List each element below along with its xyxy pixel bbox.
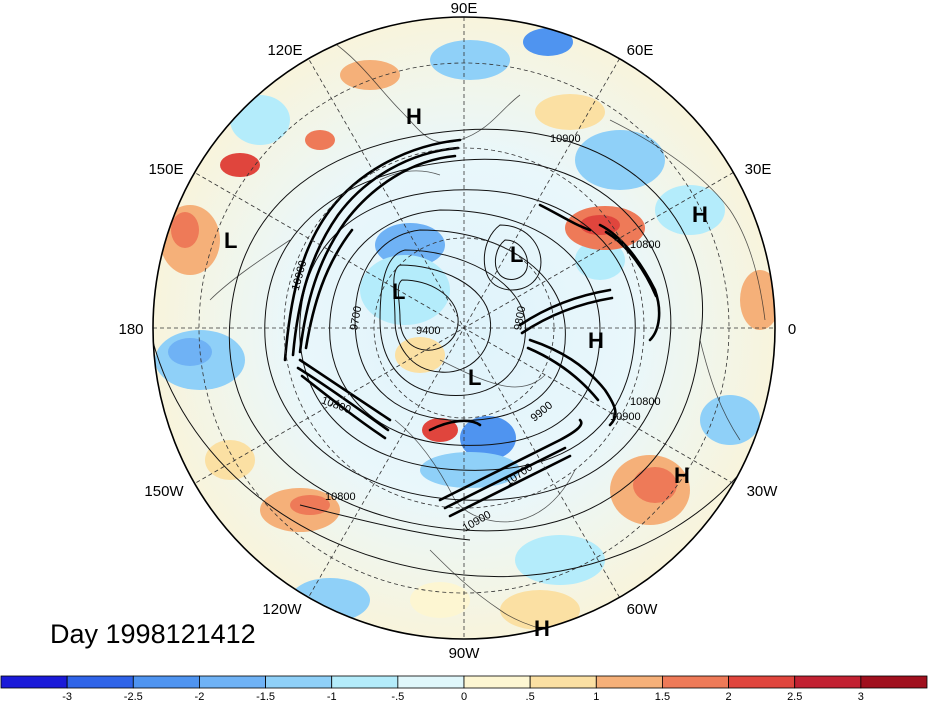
high-pressure-marker: H <box>534 616 550 641</box>
colorbar-swatch <box>132 675 200 689</box>
colorbar-swatch <box>0 675 68 689</box>
lon-label-120e: 120E <box>267 42 302 59</box>
colorbar-swatch <box>529 675 597 689</box>
colorbar-tick-label: .5 <box>526 691 535 702</box>
colorbar-swatch <box>265 675 333 689</box>
map-boundary <box>152 16 776 640</box>
lon-label-180: 180 <box>118 321 143 338</box>
contour-label: 10800 <box>325 491 356 503</box>
map-title: Day 1998121412 <box>50 619 256 649</box>
colorbar-tick-label: -1.5 <box>256 691 275 702</box>
lon-label-0: 0 <box>788 321 796 338</box>
colorbar-tick-label: 2 <box>726 691 732 702</box>
lon-label-150w: 150W <box>144 483 184 500</box>
lon-label-60e: 60E <box>627 42 654 59</box>
contour-label: 10800 <box>630 396 661 408</box>
high-pressure-marker: H <box>588 328 604 353</box>
colorbar-swatch <box>595 675 663 689</box>
anomaly-shading <box>153 17 775 639</box>
jet-stream-contours <box>283 138 661 518</box>
high-pressure-marker: H <box>406 104 422 129</box>
graticule <box>153 17 775 639</box>
colorbar-swatch <box>66 675 134 689</box>
pressure-centers: H H H H H L L L L <box>224 104 708 641</box>
colorbar-swatch <box>331 675 399 689</box>
colorbar-swatch <box>662 675 729 689</box>
colorbar-tick-label: -3 <box>62 691 72 702</box>
colorbar-tick-label: -.5 <box>391 691 404 702</box>
colorbar-tick-label: 2.5 <box>787 691 802 702</box>
colorbar-swatch <box>397 675 465 689</box>
contour-label: 10900 <box>550 133 581 145</box>
lon-label-120w: 120W <box>262 601 302 618</box>
colorbar-tick-label: 0 <box>461 691 467 702</box>
colorbar-swatch <box>199 675 266 689</box>
lon-label-150e: 150E <box>148 161 183 178</box>
lon-label-30w: 30W <box>747 483 779 500</box>
colorbar: -3 -2.5 -2 -1.5 -1 -.5 0 .5 1 1.5 2 2.5 3 <box>0 675 928 702</box>
low-pressure-marker: L <box>468 365 481 390</box>
lon-label-90e: 90E <box>451 0 478 17</box>
contour-label: 9700 <box>348 305 364 331</box>
longitude-labels: 90E 60E 30E 0 30W 60W 90W 120W 150W 180 … <box>118 0 796 662</box>
contour-label: 10900 <box>610 411 641 423</box>
colorbar-tick-label: -2 <box>195 691 205 702</box>
contour-label: 9800 <box>512 305 528 331</box>
low-pressure-marker: L <box>224 228 237 253</box>
colorbar-tick-label: -2.5 <box>124 691 143 702</box>
lon-label-60w: 60W <box>627 601 659 618</box>
contour-label: 10800 <box>630 239 661 251</box>
high-pressure-marker: H <box>692 202 708 227</box>
lon-label-30e: 30E <box>745 161 772 178</box>
colorbar-swatch <box>728 675 796 689</box>
colorbar-tick-label: 1 <box>593 691 599 702</box>
colorbar-swatch <box>860 675 928 689</box>
low-pressure-marker: L <box>392 279 405 304</box>
colorbar-tick-label: 1.5 <box>655 691 670 702</box>
lon-label-90w: 90W <box>449 645 481 662</box>
colorbar-swatch <box>794 675 862 689</box>
colorbar-tick-label: 3 <box>858 691 864 702</box>
colorbar-tick-label: -1 <box>327 691 337 702</box>
low-pressure-marker: L <box>510 242 523 267</box>
high-pressure-marker: H <box>674 463 690 488</box>
contour-label: 9400 <box>416 325 440 337</box>
colorbar-swatch <box>463 675 531 689</box>
